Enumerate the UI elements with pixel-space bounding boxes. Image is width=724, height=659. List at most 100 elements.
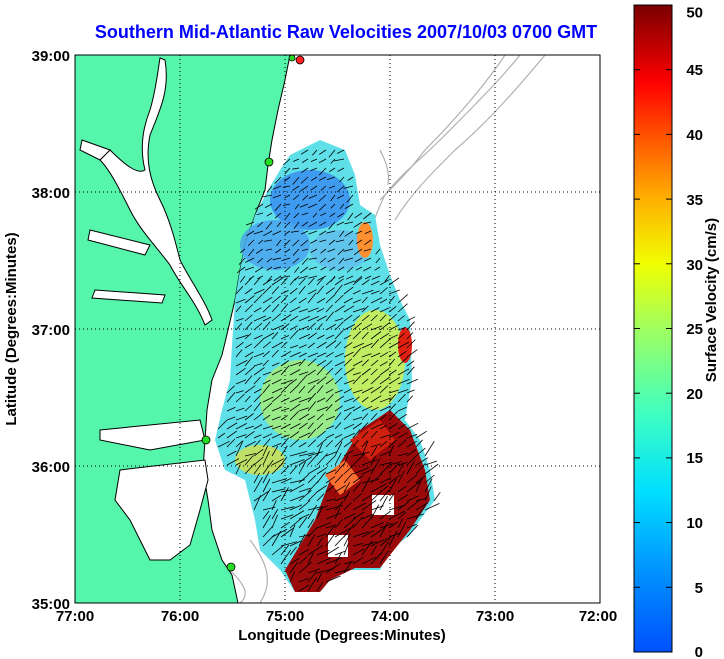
velocity-vector bbox=[298, 489, 312, 502]
velocity-vector bbox=[406, 481, 421, 493]
velocity-vector bbox=[262, 459, 274, 475]
velocity-vector bbox=[236, 266, 246, 274]
velocity-vector bbox=[334, 361, 345, 367]
velocity-vector bbox=[344, 203, 354, 209]
velocity-vector bbox=[370, 385, 382, 394]
velocity-vector bbox=[352, 548, 365, 556]
velocity-vector bbox=[334, 437, 344, 448]
velocity-vector bbox=[347, 176, 354, 181]
velocity-vector bbox=[244, 266, 255, 271]
velocity-vector bbox=[301, 167, 309, 174]
velocity-vector bbox=[379, 397, 392, 403]
velocity-vector bbox=[370, 406, 379, 412]
velocity-vector bbox=[330, 203, 336, 209]
velocity-vector bbox=[280, 487, 289, 502]
velocity-vector bbox=[338, 257, 345, 264]
velocity-vector bbox=[244, 366, 255, 376]
velocity-vector bbox=[253, 338, 264, 349]
velocity-vector bbox=[355, 239, 363, 245]
velocity-vector bbox=[294, 275, 300, 281]
velocity-vector bbox=[298, 584, 310, 592]
velocity-vector bbox=[338, 275, 345, 280]
velocity-vector bbox=[298, 385, 306, 394]
velocity-vector bbox=[424, 478, 433, 493]
velocity-vector bbox=[292, 248, 300, 256]
velocity-vector bbox=[245, 221, 255, 226]
velocity-vector bbox=[307, 422, 314, 430]
velocity-vector bbox=[248, 248, 255, 257]
velocity-vector bbox=[280, 415, 288, 421]
velocity-vector bbox=[325, 440, 333, 448]
velocity-vector bbox=[397, 485, 407, 493]
velocity-vector bbox=[262, 285, 272, 295]
velocity-vector bbox=[280, 465, 290, 475]
velocity-vector bbox=[343, 342, 353, 349]
velocity-vector bbox=[343, 490, 351, 502]
colorbar-tick-label: 40 bbox=[686, 127, 703, 144]
velocity-vector bbox=[307, 491, 318, 502]
velocity-vector bbox=[307, 568, 321, 574]
velocity-vector bbox=[361, 515, 373, 529]
velocity-vector bbox=[320, 248, 327, 254]
pamlico-sound bbox=[99, 419, 209, 561]
velocity-vector bbox=[337, 167, 345, 172]
velocity-vector bbox=[271, 286, 280, 295]
velocity-vector bbox=[280, 477, 292, 484]
colorbar-tick-label: 10 bbox=[686, 515, 703, 532]
velocity-vector bbox=[334, 389, 343, 394]
velocity-vector bbox=[280, 437, 290, 448]
velocity-vector bbox=[334, 294, 344, 304]
velocity-vector bbox=[253, 448, 264, 457]
velocity-vector bbox=[397, 393, 406, 403]
velocity-vector bbox=[289, 306, 301, 313]
velocity-vector bbox=[344, 230, 354, 237]
velocity-vector bbox=[284, 167, 291, 175]
velocity-vector bbox=[361, 387, 374, 394]
velocity-vector bbox=[370, 280, 380, 286]
velocity-vector bbox=[266, 266, 273, 271]
velocity-vector bbox=[316, 430, 326, 439]
velocity-vector bbox=[320, 266, 327, 271]
velocity-vector bbox=[307, 322, 316, 331]
velocity-vector bbox=[370, 491, 382, 502]
velocity-vector bbox=[245, 257, 255, 263]
velocity-vector bbox=[298, 516, 308, 529]
velocity-vector bbox=[239, 248, 246, 254]
velocity-vector bbox=[353, 248, 363, 256]
velocity-vector bbox=[253, 393, 263, 403]
velocity-vector bbox=[337, 149, 345, 154]
velocity-vector bbox=[292, 194, 300, 201]
velocity-vector bbox=[352, 511, 365, 520]
velocity-vector bbox=[361, 359, 369, 367]
velocity-vector bbox=[289, 517, 302, 529]
velocity-vector bbox=[415, 505, 426, 520]
velocity-vector bbox=[298, 432, 311, 439]
velocity-vector bbox=[307, 316, 319, 322]
velocity-vector bbox=[316, 467, 328, 475]
velocity-vector bbox=[406, 434, 418, 439]
velocity-vector bbox=[415, 457, 429, 466]
velocity-vector bbox=[406, 460, 416, 475]
velocity-vector bbox=[370, 307, 380, 313]
velocity-vector bbox=[379, 424, 388, 430]
velocity-vector bbox=[298, 577, 309, 583]
velocity-vector bbox=[346, 194, 354, 203]
velocity-vector bbox=[379, 361, 388, 367]
velocity-vector bbox=[253, 362, 263, 367]
velocity-vector bbox=[343, 513, 356, 520]
velocity-vector bbox=[379, 477, 392, 484]
velocity-vector bbox=[272, 257, 282, 261]
velocity-vector bbox=[289, 361, 302, 367]
velocity-vector bbox=[308, 230, 318, 235]
velocity-vector bbox=[246, 230, 255, 236]
velocity-vector bbox=[334, 321, 344, 331]
velocity-vector bbox=[289, 431, 300, 439]
velocity-vector bbox=[352, 330, 362, 340]
velocity-vector bbox=[370, 545, 377, 556]
station-marker-red bbox=[295, 55, 305, 65]
velocity-vector bbox=[337, 248, 345, 256]
velocity-vector bbox=[379, 322, 391, 331]
velocity-vector bbox=[334, 412, 342, 421]
velocity-vector bbox=[271, 544, 285, 556]
velocity-vector bbox=[316, 533, 327, 538]
